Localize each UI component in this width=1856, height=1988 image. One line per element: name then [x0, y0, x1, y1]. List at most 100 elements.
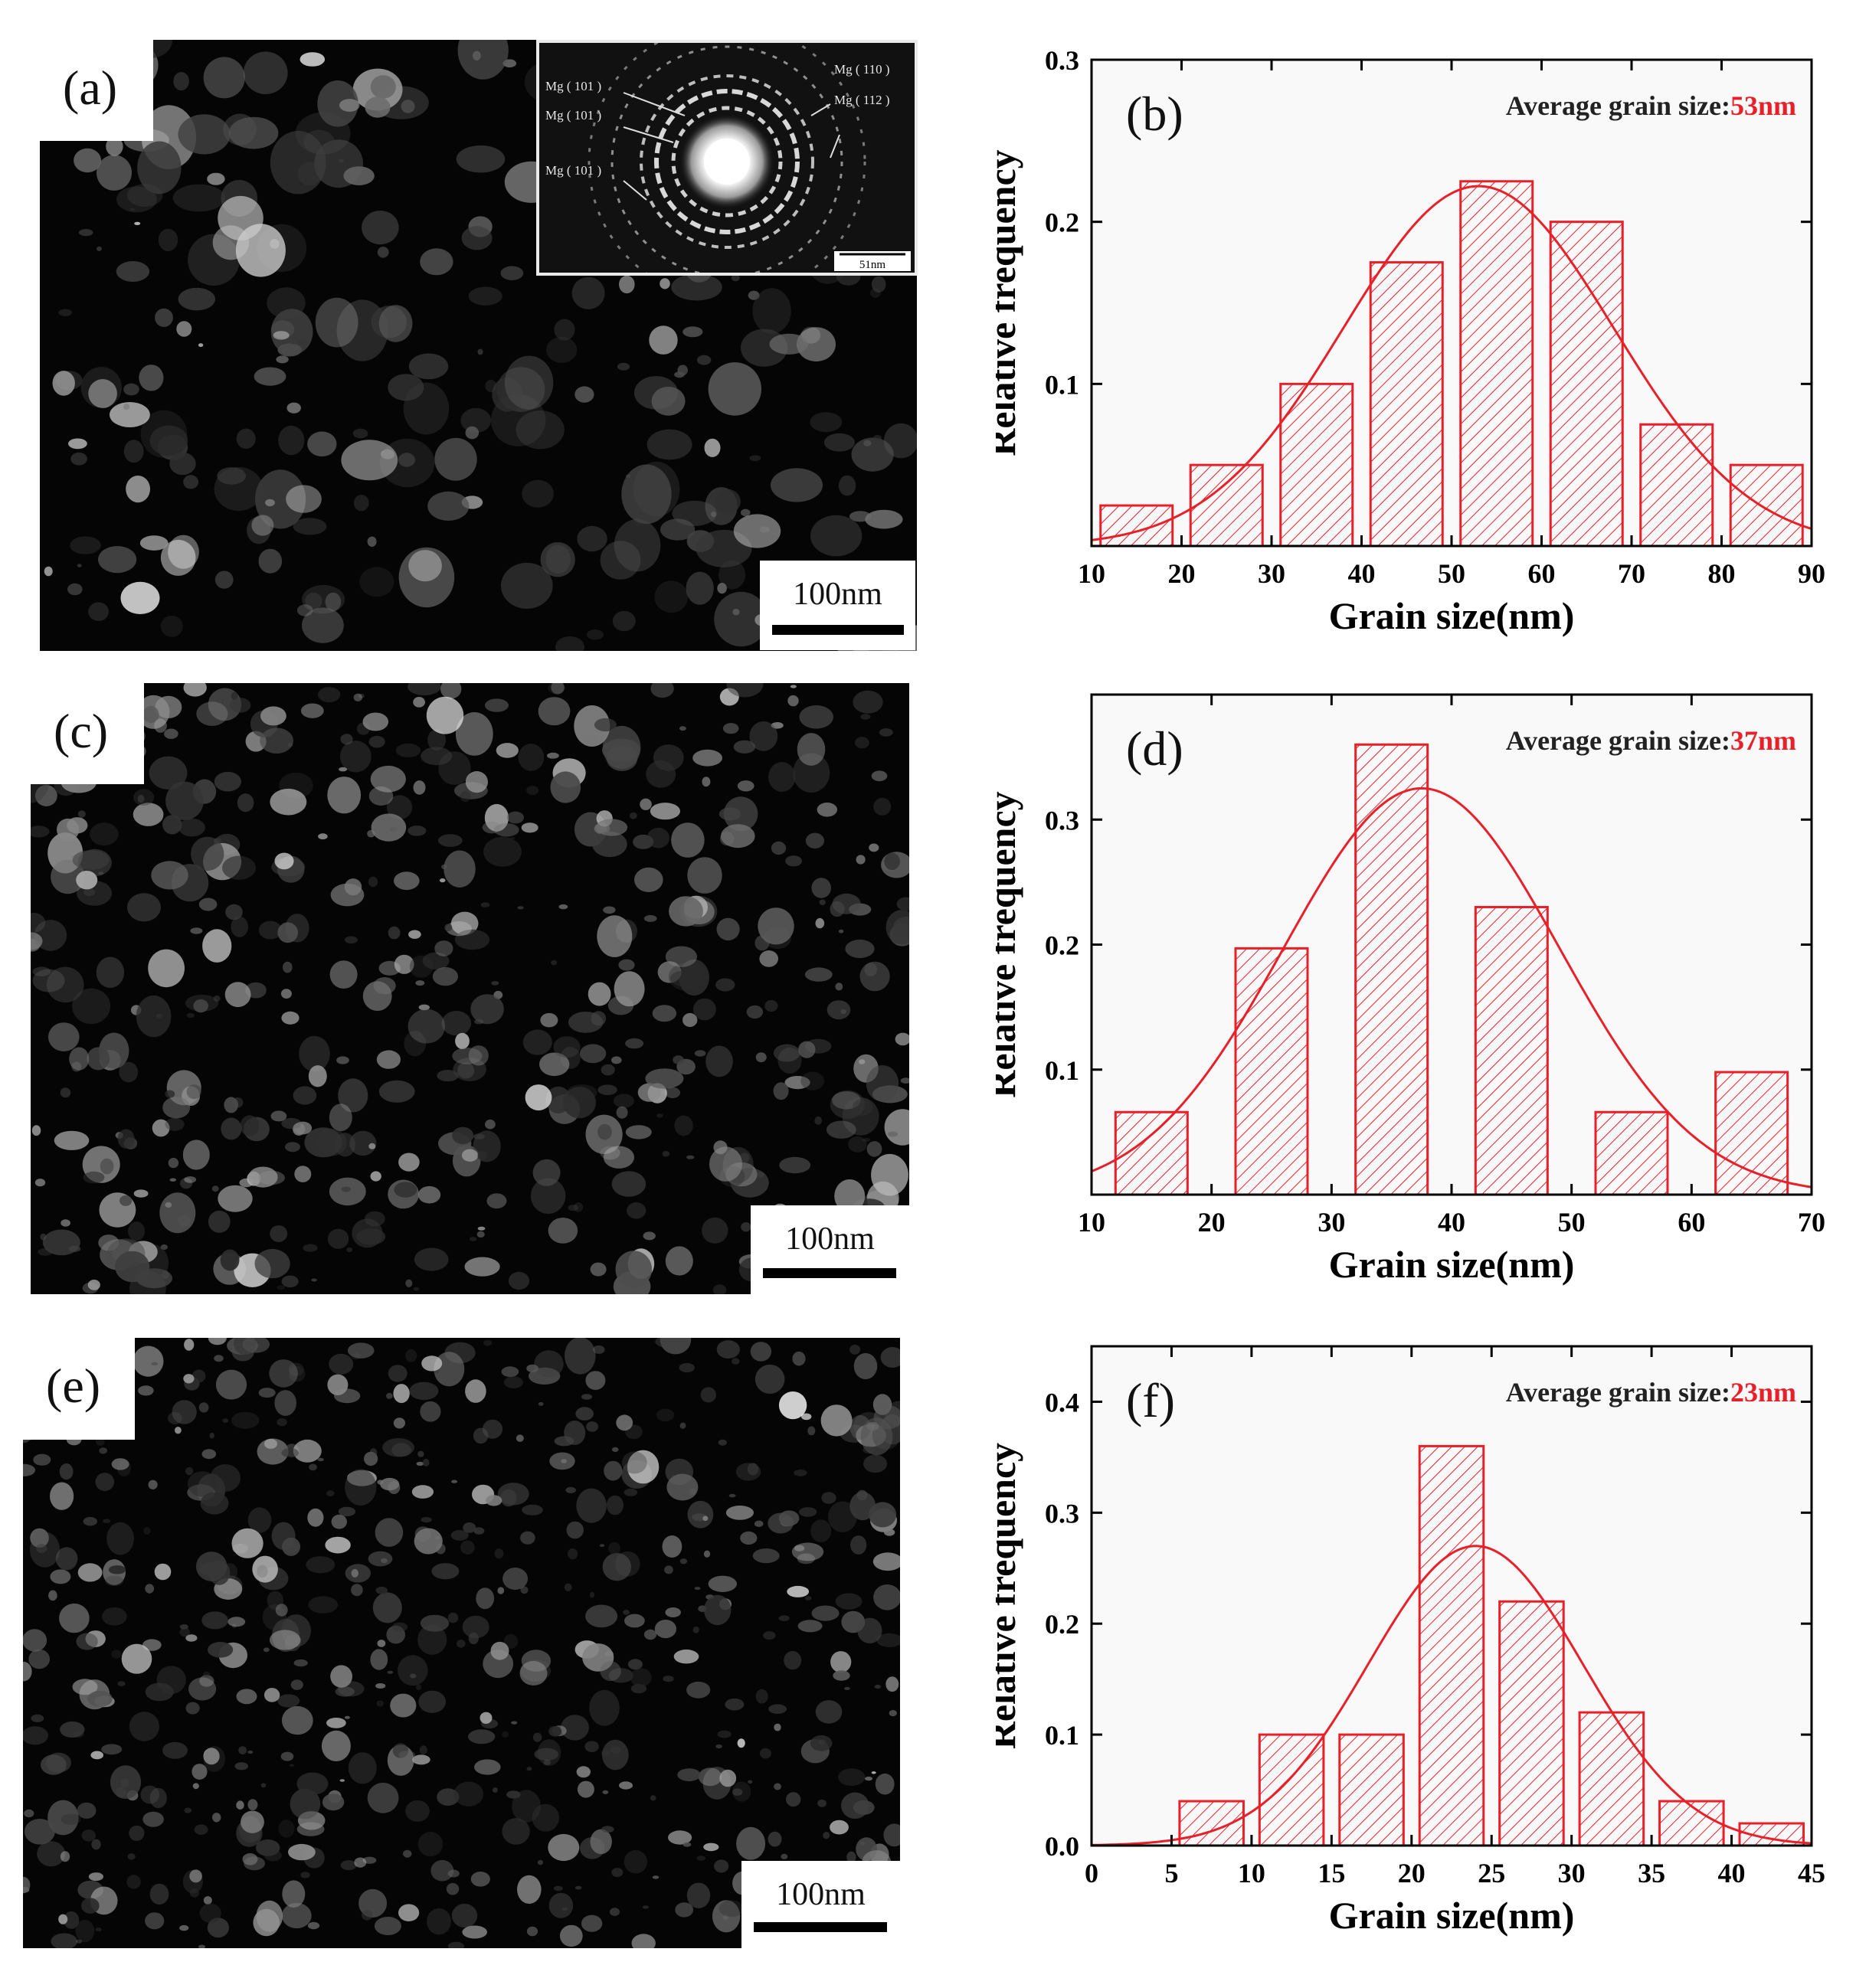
grain-speckle [32, 966, 51, 976]
grain-speckle [421, 747, 453, 766]
grain-speckle [183, 683, 207, 697]
grain-speckle [722, 723, 739, 734]
grain-speckle [804, 967, 833, 982]
grain-speckle [198, 343, 204, 348]
grain-speckle [863, 1454, 888, 1473]
x-tick-label: 10 [1078, 1207, 1105, 1238]
grain-speckle [288, 1843, 316, 1861]
grain-speckle [276, 355, 289, 364]
grain-speckle [551, 683, 565, 695]
grain-speckle [306, 1556, 336, 1574]
grain-speckle [353, 693, 362, 701]
grain-speckle [540, 542, 575, 577]
grain-speckle [133, 803, 164, 826]
grain-speckle [372, 1592, 402, 1623]
grain-speckle [726, 683, 764, 698]
grain-speckle [326, 1490, 335, 1497]
grain-speckle [452, 1048, 483, 1064]
grain-speckle [196, 701, 228, 726]
x-tick-label: 15 [1318, 1858, 1345, 1888]
grain-speckle [152, 1119, 170, 1137]
grain-speckle [790, 685, 797, 688]
grain-speckle [258, 548, 283, 574]
grain-speckle [562, 1087, 597, 1119]
grain-speckle [444, 850, 476, 888]
grain-speckle [800, 1071, 825, 1090]
grain-speckle [473, 1527, 485, 1535]
grain-speckle [506, 1790, 521, 1799]
grain-speckle [105, 1575, 124, 1587]
grain-speckle [470, 994, 504, 1025]
grain-speckle [719, 1769, 737, 1787]
grain-speckle [398, 1153, 420, 1172]
grain-speckle [645, 1068, 684, 1089]
scale-bar-e-text: 100nm [776, 1877, 866, 1912]
grain-speckle [185, 994, 219, 1012]
grain-speckle [299, 1035, 330, 1072]
grain-speckle [537, 1859, 544, 1865]
grain-speckle [173, 72, 189, 91]
grain-speckle [692, 1626, 699, 1633]
grain-speckle [413, 780, 426, 795]
grain-speckle [574, 386, 594, 403]
grain-speckle [300, 52, 326, 67]
grain-speckle [201, 1611, 228, 1630]
grain-speckle [75, 1939, 83, 1944]
grain-speckle [283, 961, 293, 973]
grain-speckle [799, 705, 833, 729]
grain-speckle [69, 1047, 90, 1071]
grain-speckle [708, 362, 761, 416]
grain-speckle [210, 1464, 241, 1492]
grain-speckle [126, 1875, 141, 1889]
grain-speckle [692, 998, 716, 1021]
grain-speckle [599, 1544, 605, 1548]
grain-speckle [625, 1038, 644, 1049]
bar-4 [1418, 1444, 1485, 1847]
grain-speckle [754, 1520, 764, 1527]
grain-speckle [696, 1856, 705, 1861]
grain-speckle [551, 960, 558, 966]
grain-speckle [58, 1914, 68, 1924]
grain-speckle [454, 929, 490, 950]
saed-pointer-5 [830, 134, 840, 159]
bar-5 [1594, 1110, 1669, 1196]
grain-speckle [44, 566, 53, 577]
grain-speckle [522, 1029, 552, 1055]
grain-speckle [532, 1732, 542, 1742]
grain-speckle [686, 571, 714, 605]
grain-speckle [553, 1036, 581, 1058]
grain-speckle [679, 726, 686, 731]
grain-speckle [330, 1665, 352, 1688]
grain-speckle [694, 1050, 706, 1057]
grain-speckle [866, 1065, 899, 1102]
grain-speckle [184, 1807, 192, 1813]
grain-speckle [70, 452, 87, 466]
grain-speckle [260, 706, 286, 726]
grain-speckle [708, 1575, 737, 1592]
grain-speckle [785, 855, 802, 867]
grain-speckle [798, 1041, 816, 1058]
annotation-value: 23nm [1730, 1377, 1796, 1408]
grain-speckle [717, 1730, 732, 1738]
grain-speckle [610, 1908, 620, 1916]
grain-speckle [653, 744, 684, 771]
grain-speckle [199, 1903, 221, 1924]
grain-speckle [600, 1661, 621, 1682]
grain-speckle [574, 705, 610, 747]
grain-speckle [585, 1371, 606, 1390]
grain-speckle [129, 1712, 159, 1741]
grain-speckle [414, 1247, 449, 1271]
grain-speckle [182, 1140, 210, 1170]
grain-speckle [415, 1684, 422, 1690]
grain-speckle [403, 1849, 412, 1858]
grain-speckle [96, 956, 125, 989]
grain-speckle [63, 1911, 80, 1929]
grain-speckle [740, 1531, 758, 1545]
bar-2 [1234, 947, 1309, 1196]
grain-speckle [179, 1627, 190, 1637]
grain-speckle [846, 1851, 856, 1863]
grain-speckle [525, 1084, 552, 1111]
grain-speckle [47, 1800, 79, 1836]
grain-speckle [143, 1526, 151, 1535]
grain-speckle [601, 1826, 614, 1833]
